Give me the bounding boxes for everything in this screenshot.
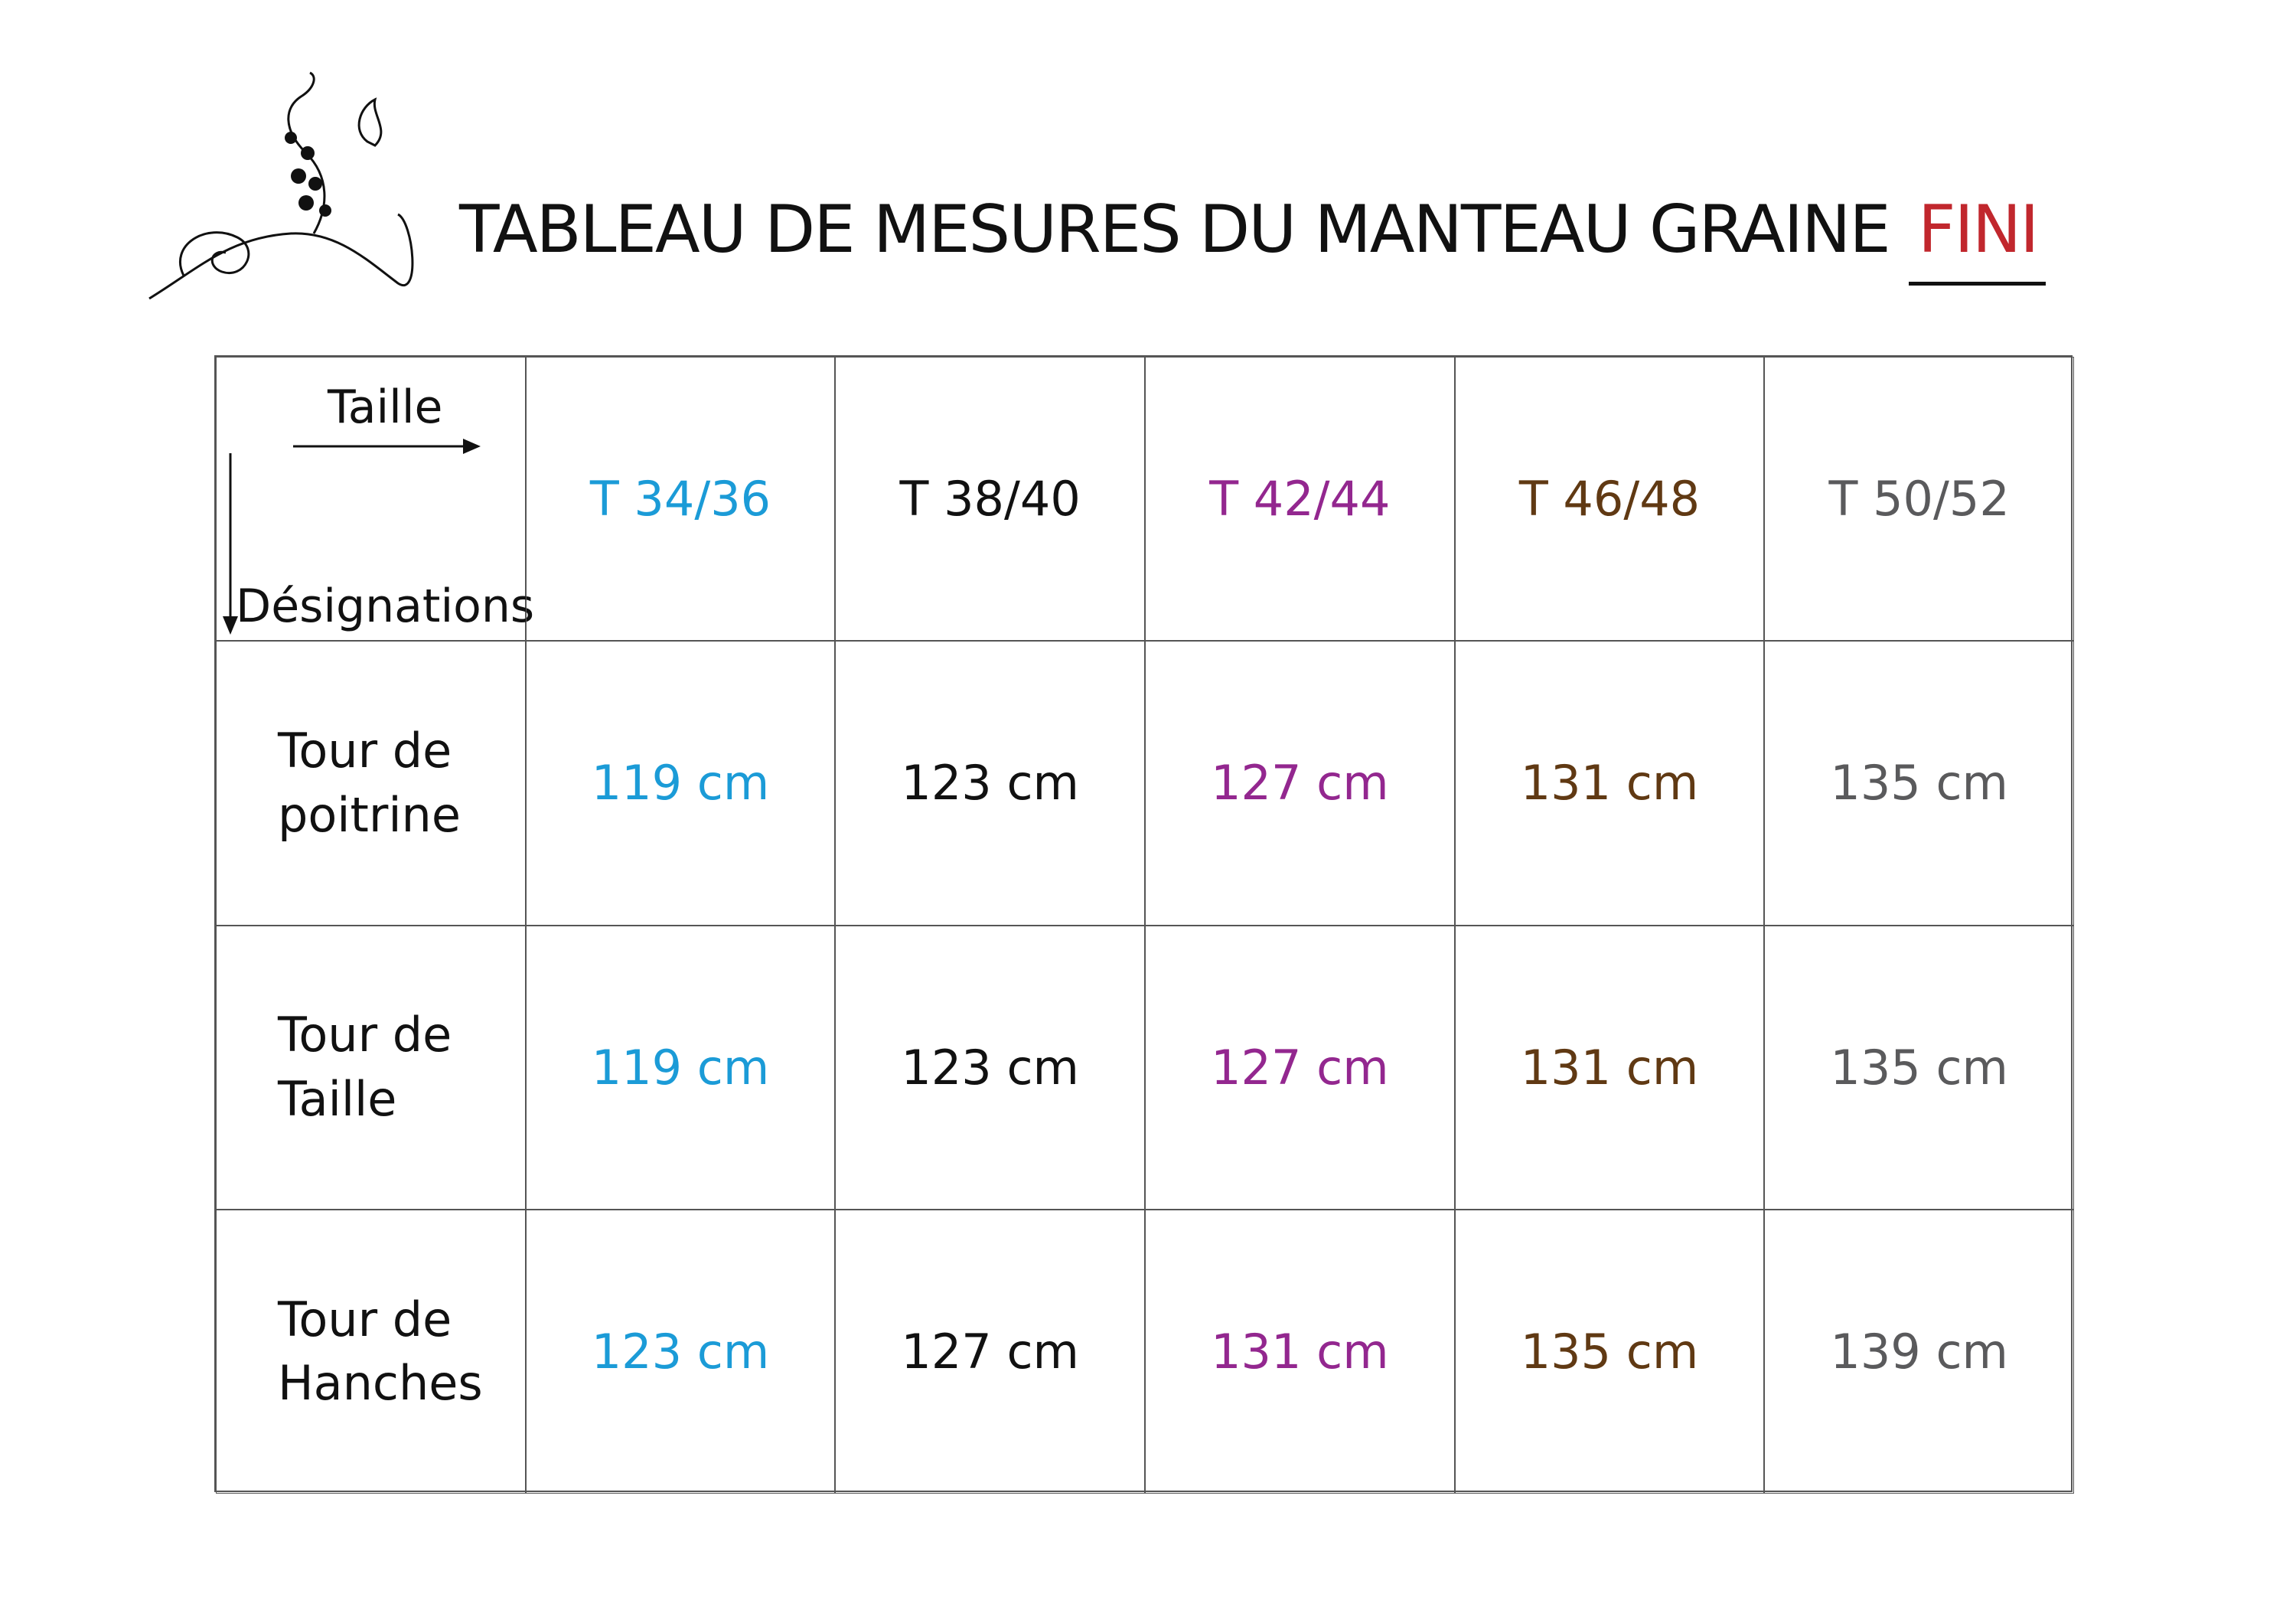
corner-down: Désignations [236,580,535,633]
title-text: TABLEAU DE MESURES DU MANTEAU GRAINE [459,191,1891,268]
value-cell: 131 cm [1145,1209,1455,1494]
column-header: T 38/40 [835,357,1145,642]
column-header: T 50/52 [1764,357,2074,642]
title-highlight: FINI [1909,191,2046,286]
value-cell: 127 cm [835,1209,1145,1494]
column-header: T 46/48 [1454,357,1765,642]
value-cell: 131 cm [1454,925,1765,1210]
value-cell: 119 cm [525,641,836,926]
row-label: Tour de Taille [278,1007,452,1128]
value-cell: 123 cm [525,1209,836,1494]
column-header: T 34/36 [525,357,836,642]
row-label: Tour de Hanches [278,1291,483,1412]
value-cell: 123 cm [835,641,1145,926]
value-cell: 123 cm [835,925,1145,1210]
value-cell: 135 cm [1764,925,2074,1210]
logo [148,71,414,300]
corner-cell: Taille Désignations [216,357,534,642]
row-label: Tour de poitrine [278,723,461,843]
column-header: T 42/44 [1145,357,1455,642]
value-cell: 135 cm [1764,641,2074,926]
row-label-cell: Tour de Hanches [216,1209,526,1494]
corner-across: Taille [328,380,443,434]
table: Taille Désignations T 34/36 T 38/40 T 42/44 T… [214,355,2074,1494]
corner-arrows [223,439,481,635]
row-label-cell: Tour de poitrine [216,641,526,926]
value-cell: 131 cm [1454,641,1765,926]
row-label-cell: Tour de Taille [216,925,526,1210]
value-cell: 135 cm [1454,1209,1765,1494]
value-cell: 127 cm [1145,925,1455,1210]
title: TABLEAU DE MESURES DU MANTEAU GRAINE FIN… [459,191,2046,286]
value-cell: 127 cm [1145,641,1455,926]
value-cell: 119 cm [525,925,836,1210]
value-cell: 139 cm [1764,1209,2074,1494]
